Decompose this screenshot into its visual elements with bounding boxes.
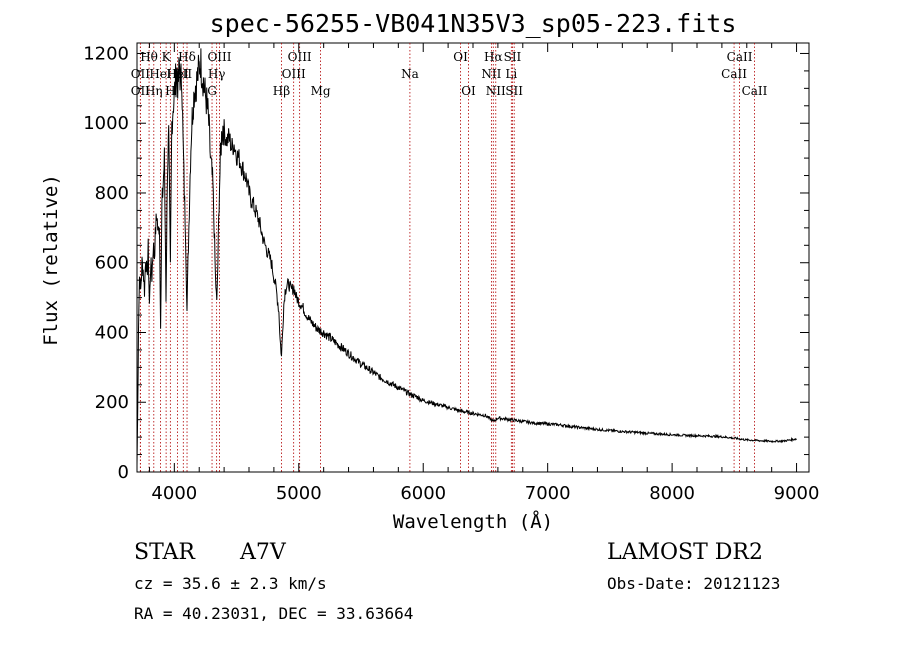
reference-line-label: Hη	[145, 84, 163, 98]
plot-frame	[136, 42, 810, 473]
x-axis-ticks: 4000 5000 6000 7000 8000 9000	[148, 43, 820, 504]
reference-line-label: OIII	[207, 50, 231, 64]
reference-line-label: SII	[505, 84, 523, 98]
reference-line-label: Hγ	[208, 67, 226, 81]
coordinates-readout: RA = 40.23031, DEC = 33.63664	[134, 604, 413, 623]
reference-line-label: HeI	[149, 67, 172, 81]
x-tick-label: 7000	[525, 483, 571, 504]
reference-line-label: SII	[504, 50, 522, 64]
reference-line-label: Hθ	[140, 50, 158, 64]
reference-line-label: CaII	[727, 50, 753, 64]
chart-title: spec-56255-VB041N35V3_sp05-223.fits	[210, 9, 737, 38]
x-tick-label: 6000	[400, 483, 446, 504]
reference-line-label: NII	[486, 84, 506, 98]
reference-line-label: OIII	[288, 50, 312, 64]
reference-line-label: NII	[481, 67, 501, 81]
y-axis-ticks: 0 200 400 600 800 1000 1200	[83, 43, 809, 483]
x-tick-label: 5000	[276, 483, 322, 504]
reference-line-label: G	[207, 84, 217, 98]
redshift-readout: cz = 35.6 ± 2.3 km/s	[134, 574, 327, 593]
reference-line-label: H	[165, 84, 175, 98]
y-tick-label: 600	[95, 253, 129, 274]
x-tick-label: 4000	[151, 483, 197, 504]
x-axis-label: Wavelength (Å)	[393, 510, 553, 533]
y-tick-label: 400	[95, 322, 129, 343]
object-class: STAR	[134, 540, 196, 565]
reference-line-label: OI	[453, 50, 468, 64]
reference-line-label: Hδ	[178, 50, 196, 64]
y-tick-label: 1200	[83, 43, 129, 64]
x-tick-label: 8000	[649, 483, 695, 504]
reference-line-labels: HθOIIOIIHηHeIKHHeIHδSIIGHγOIIIHβOIIIOIII…	[131, 50, 768, 98]
reference-line-label: OII	[131, 84, 151, 98]
object-subclass: A7V	[239, 540, 287, 565]
reference-line-label: CaII	[721, 67, 747, 81]
reference-line-label: Hβ	[273, 84, 290, 98]
reference-lines	[139, 43, 755, 472]
y-axis-label: Flux (relative)	[40, 174, 62, 346]
reference-line-label: Hα	[484, 50, 503, 64]
spectrum-line	[136, 48, 797, 466]
reference-line-label: Na	[401, 67, 419, 81]
y-tick-label: 200	[95, 392, 129, 413]
reference-line-label: OII	[131, 67, 151, 81]
reference-line-label: OIII	[282, 67, 306, 81]
survey-name: LAMOST DR2	[607, 540, 763, 565]
y-tick-label: 1000	[83, 113, 129, 134]
y-tick-label: 0	[118, 462, 129, 483]
reference-line-label: K	[162, 50, 172, 64]
plot-border	[136, 42, 810, 473]
reference-line-label: Mg	[311, 84, 331, 98]
y-tick-label: 800	[95, 183, 129, 204]
reference-line-label: Li	[505, 67, 517, 81]
x-tick-label: 9000	[774, 483, 820, 504]
reference-line-label: CaII	[742, 84, 768, 98]
observation-date: Obs-Date: 20121123	[607, 574, 780, 593]
reference-line-label: OI	[461, 84, 476, 98]
spectrum-series	[136, 48, 797, 466]
